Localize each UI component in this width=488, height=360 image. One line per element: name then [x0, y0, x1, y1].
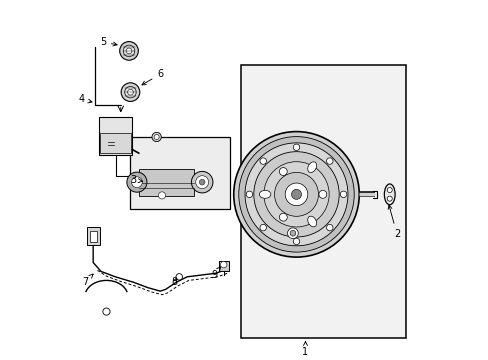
Circle shape: [318, 190, 326, 198]
Circle shape: [126, 172, 147, 192]
Ellipse shape: [307, 216, 316, 227]
Circle shape: [191, 171, 212, 193]
Circle shape: [199, 179, 204, 185]
Circle shape: [124, 86, 136, 98]
Circle shape: [220, 261, 226, 268]
Text: 7: 7: [81, 274, 93, 287]
Circle shape: [126, 48, 132, 54]
Circle shape: [279, 167, 286, 175]
Circle shape: [154, 134, 159, 139]
Circle shape: [195, 176, 208, 189]
Circle shape: [285, 183, 307, 206]
Circle shape: [326, 158, 332, 164]
Circle shape: [340, 191, 346, 198]
Circle shape: [253, 152, 339, 237]
Circle shape: [326, 224, 332, 231]
Circle shape: [238, 136, 353, 252]
Circle shape: [287, 228, 298, 239]
Text: 5: 5: [100, 37, 117, 47]
Circle shape: [386, 188, 391, 193]
Bar: [241, 65, 405, 338]
Text: 6: 6: [142, 69, 163, 85]
Bar: [218, 261, 228, 271]
Bar: [86, 227, 100, 244]
Circle shape: [264, 162, 328, 227]
Text: 2: 2: [387, 205, 399, 239]
Circle shape: [152, 132, 161, 141]
Ellipse shape: [307, 162, 316, 172]
Text: 3: 3: [130, 175, 142, 185]
Text: 9: 9: [210, 267, 220, 280]
Circle shape: [131, 177, 142, 188]
Ellipse shape: [259, 190, 270, 198]
Bar: [129, 137, 230, 209]
Bar: [139, 169, 194, 196]
Circle shape: [386, 196, 391, 201]
Circle shape: [291, 189, 301, 199]
Circle shape: [127, 89, 133, 95]
Ellipse shape: [384, 184, 394, 205]
Text: 4: 4: [78, 94, 92, 104]
Circle shape: [233, 132, 359, 257]
Circle shape: [260, 158, 266, 164]
Circle shape: [121, 83, 140, 102]
Circle shape: [176, 274, 182, 280]
Text: 1: 1: [302, 341, 308, 357]
Circle shape: [244, 143, 347, 246]
Circle shape: [289, 230, 295, 236]
Bar: [100, 134, 131, 153]
Circle shape: [293, 238, 299, 245]
Bar: [89, 230, 97, 242]
Circle shape: [245, 191, 252, 198]
Circle shape: [260, 224, 266, 231]
Circle shape: [120, 41, 138, 60]
Circle shape: [293, 144, 299, 150]
Bar: [99, 117, 132, 155]
Circle shape: [274, 172, 318, 216]
Circle shape: [123, 45, 135, 57]
Text: 8: 8: [171, 277, 177, 287]
Circle shape: [102, 308, 110, 315]
Circle shape: [279, 213, 286, 221]
Circle shape: [158, 192, 165, 199]
